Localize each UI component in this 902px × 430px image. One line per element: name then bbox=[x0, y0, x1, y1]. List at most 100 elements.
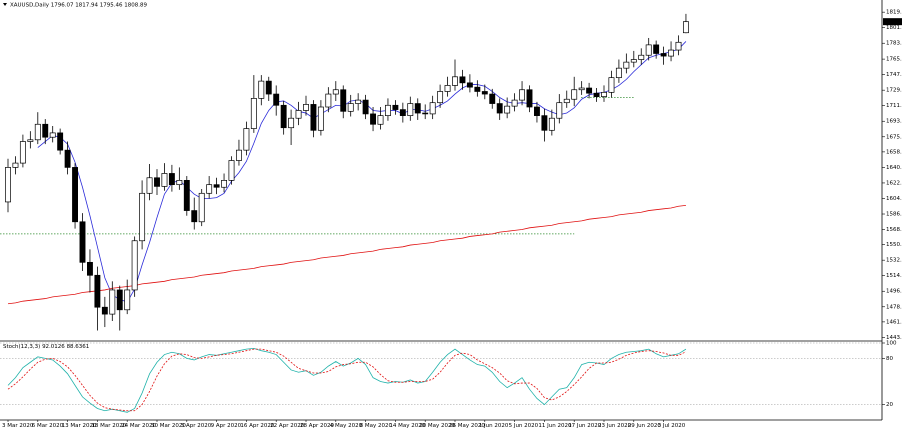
candle-body bbox=[154, 177, 160, 187]
y-tick-label: 1693.5 bbox=[886, 119, 902, 125]
candle-body bbox=[79, 221, 86, 263]
candle-body bbox=[571, 89, 578, 100]
candle-body bbox=[377, 115, 384, 125]
candle-body bbox=[623, 61, 630, 69]
candle-body bbox=[519, 89, 526, 101]
y-tick-label: 1801.9 bbox=[886, 25, 902, 31]
candle-body bbox=[645, 44, 652, 56]
y-tick-label: 1478.5 bbox=[886, 304, 902, 310]
candle-body bbox=[682, 21, 689, 34]
candle-body bbox=[139, 192, 146, 242]
y-tick-label: 1443.0 bbox=[886, 335, 902, 341]
x-tick-label: 8 May 2020 bbox=[360, 423, 393, 429]
candle-body bbox=[12, 162, 19, 168]
x-tick-label: 30 Mar 2020 bbox=[151, 423, 186, 429]
candle-body bbox=[64, 149, 71, 168]
candle-body bbox=[452, 76, 458, 86]
candle-body bbox=[444, 85, 451, 92]
stoch-line bbox=[7, 348, 687, 412]
candle-body bbox=[176, 180, 183, 186]
candle-body bbox=[168, 173, 175, 186]
y-tick-label: 1819.9 bbox=[886, 10, 902, 16]
candle-body bbox=[437, 91, 444, 104]
candle-body bbox=[496, 103, 503, 114]
candle-body bbox=[310, 104, 317, 131]
candle-body bbox=[228, 160, 235, 181]
candle-body bbox=[265, 80, 272, 95]
y-tick-label: 1586.0 bbox=[886, 212, 902, 218]
candle-body bbox=[27, 139, 34, 142]
low-value: 1795.46 bbox=[100, 2, 123, 8]
x-tick-label: 6 Mar 2020 bbox=[32, 423, 64, 429]
y-tick-label: 1783.9 bbox=[886, 41, 902, 47]
candle-body bbox=[325, 93, 332, 108]
x-tick-label: 1 Jun 2020 bbox=[479, 423, 509, 429]
candle-body bbox=[511, 99, 518, 107]
y-tick-label: 1604.0 bbox=[886, 196, 902, 202]
stoch-tick-label: 80 bbox=[886, 356, 893, 362]
candle-body bbox=[638, 54, 645, 60]
candle-body bbox=[258, 80, 265, 99]
open-value: 1796.07 bbox=[51, 2, 74, 8]
y-tick-label: 1461.0 bbox=[886, 319, 902, 325]
x-tick-label: 23 Jun 2020 bbox=[598, 423, 632, 429]
candle-body bbox=[489, 93, 496, 104]
candle-body bbox=[317, 106, 324, 131]
x-tick-label: 3 Apr 2020 bbox=[181, 423, 212, 429]
candle-body bbox=[86, 261, 93, 276]
candle-body bbox=[556, 102, 563, 119]
candle-body bbox=[608, 77, 615, 93]
candle-body bbox=[72, 167, 78, 223]
symbol: XAUUSD,Daily bbox=[10, 2, 50, 8]
y-tick-label: 1514.5 bbox=[886, 273, 902, 279]
candle-body bbox=[288, 117, 295, 129]
high-value: 1817.94 bbox=[75, 2, 98, 8]
candle-body bbox=[593, 92, 600, 97]
candle-body bbox=[5, 167, 11, 203]
stoch-title: Stoch(12,3,3) bbox=[3, 344, 40, 350]
y-tick-label: 1622.0 bbox=[886, 180, 902, 186]
y-tick-label: 1747.5 bbox=[886, 72, 902, 78]
candle-body bbox=[273, 93, 280, 106]
candle-body bbox=[630, 59, 637, 63]
candle-body bbox=[504, 105, 511, 114]
candle-body bbox=[109, 289, 116, 315]
candle-body bbox=[116, 289, 123, 311]
x-tick-label: 18 Mar 2020 bbox=[91, 423, 126, 429]
candle-body bbox=[675, 41, 682, 51]
candle-body bbox=[34, 123, 41, 141]
candle-body bbox=[660, 53, 667, 57]
candle-body bbox=[399, 109, 406, 116]
x-tick-label: 22 Apr 2020 bbox=[270, 423, 305, 429]
y-tick-label: 1765.5 bbox=[886, 57, 902, 63]
x-tick-label: 13 Mar 2020 bbox=[62, 423, 97, 429]
candle-body bbox=[355, 99, 362, 104]
stoch-tick-label: 20 bbox=[886, 402, 893, 408]
candle-body bbox=[243, 128, 250, 151]
candle-body bbox=[183, 180, 190, 211]
stoch-k-value: 92.0126 bbox=[42, 344, 65, 350]
y-tick-label: 1658.0 bbox=[886, 149, 902, 155]
candle-body bbox=[250, 98, 257, 129]
candle-body bbox=[541, 115, 548, 131]
candle-body bbox=[422, 112, 429, 115]
candle-body bbox=[586, 87, 593, 94]
x-tick-label: 29 Jun 2020 bbox=[628, 423, 662, 429]
last-price-box bbox=[883, 18, 902, 26]
candle-body bbox=[668, 49, 675, 57]
candle-body bbox=[213, 184, 220, 188]
y-tick-label: 1550.5 bbox=[886, 242, 902, 248]
close-value: 1808.89 bbox=[124, 2, 147, 8]
x-tick-label: 14 May 2020 bbox=[389, 423, 425, 429]
y-tick-label: 1729.5 bbox=[886, 88, 902, 94]
x-tick-label: 4 May 2020 bbox=[330, 423, 363, 429]
stoch-d-value: 88.6361 bbox=[67, 344, 90, 350]
candle-body bbox=[615, 67, 622, 79]
x-tick-label: 28 Apr 2020 bbox=[300, 423, 335, 429]
candle-body bbox=[280, 104, 287, 129]
candle-body bbox=[362, 99, 369, 115]
candle-body bbox=[474, 86, 481, 92]
